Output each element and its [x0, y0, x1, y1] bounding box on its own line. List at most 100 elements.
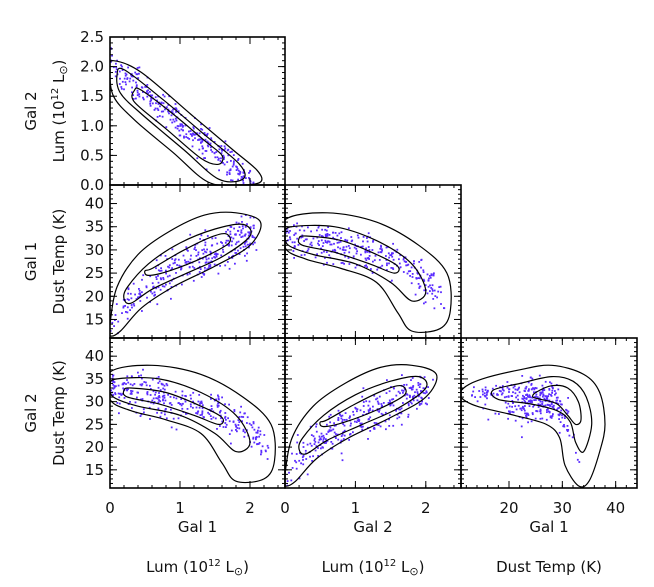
scatter-point	[332, 231, 335, 234]
scatter-point	[230, 226, 233, 228]
scatter-point	[195, 133, 197, 136]
scatter-point	[149, 384, 151, 387]
scatter-point	[337, 438, 340, 441]
scatter-point	[495, 384, 497, 387]
scatter-point	[229, 233, 232, 236]
scatter-point	[528, 394, 531, 397]
scatter-point	[356, 408, 359, 411]
scatter-point	[253, 224, 255, 227]
scatter-point	[189, 261, 191, 264]
scatter-point	[474, 396, 476, 398]
scatter-point	[210, 149, 212, 151]
scatter-point	[226, 161, 229, 163]
scatter-point	[197, 251, 200, 254]
scatter-point	[122, 382, 125, 385]
scatter-point	[112, 394, 115, 396]
scatter-point	[398, 416, 401, 419]
scatter-point	[320, 438, 322, 441]
scatter-point	[217, 402, 219, 405]
scatter-point	[433, 272, 435, 275]
scatter-point	[249, 231, 251, 234]
scatter-point	[252, 437, 255, 440]
scatter-point	[391, 252, 393, 255]
scatter-point	[520, 425, 523, 428]
scatter-point	[403, 257, 405, 259]
x-axis-group-label: Gal 1	[178, 518, 217, 536]
scatter-point	[289, 238, 292, 241]
scatter-point	[160, 269, 163, 272]
scatter-point	[219, 425, 221, 427]
scatter-point	[132, 282, 135, 285]
scatter-point	[409, 396, 411, 398]
scatter-point	[390, 254, 393, 256]
scatter-point	[346, 240, 348, 243]
scatter-point	[190, 397, 192, 400]
scatter-point	[403, 388, 406, 391]
scatter-point	[207, 261, 210, 264]
scatter-point	[369, 407, 371, 410]
scatter-point	[571, 436, 574, 439]
scatter-point	[140, 374, 142, 377]
scatter-point	[386, 264, 388, 267]
scatter-point	[220, 157, 222, 160]
scatter-point	[391, 279, 393, 282]
scatter-point	[251, 234, 254, 237]
scatter-point	[202, 147, 204, 150]
scatter-point	[156, 397, 159, 400]
scatter-point	[200, 128, 202, 130]
scatter-point	[541, 401, 544, 403]
scatter-point	[240, 176, 243, 178]
scatter-point	[230, 160, 232, 162]
scatter-point	[153, 294, 156, 297]
scatter-point	[245, 177, 247, 179]
scatter-point	[190, 133, 193, 136]
x-tick-label: 20	[499, 499, 518, 517]
scatter-point	[325, 251, 328, 253]
scatter-point	[193, 133, 196, 136]
scatter-point	[243, 435, 246, 438]
scatter-point	[418, 277, 421, 280]
scatter-point	[508, 405, 511, 408]
scatter-point	[235, 252, 238, 254]
scatter-point	[237, 169, 240, 172]
scatter-point	[132, 75, 134, 78]
scatter-point	[524, 405, 526, 407]
scatter-point	[151, 378, 154, 381]
contour-inner	[319, 384, 407, 428]
scatter-point	[407, 402, 410, 405]
scatter-point	[170, 404, 173, 406]
panel-ticks	[109, 184, 285, 339]
scatter-point	[126, 375, 129, 378]
scatter-point	[139, 292, 141, 295]
scatter-point	[333, 431, 336, 434]
scatter-point	[360, 422, 363, 425]
scatter-point	[299, 452, 301, 454]
scatter-point	[151, 292, 154, 295]
scatter-point	[547, 410, 550, 413]
scatter-point	[232, 162, 235, 164]
scatter-point	[252, 421, 255, 423]
scatter-point	[156, 411, 158, 414]
scatter-point	[203, 273, 205, 276]
scatter-point	[298, 229, 301, 232]
scatter-point	[249, 216, 252, 219]
scatter-point	[177, 417, 180, 420]
scatter-point	[356, 410, 358, 413]
scatter-point	[240, 215, 243, 218]
scatter-point	[236, 427, 239, 429]
scatter-point	[354, 406, 357, 409]
scatter-point	[182, 402, 184, 405]
scatter-point	[398, 408, 400, 411]
scatter-point	[525, 398, 528, 400]
scatter-point	[134, 293, 136, 296]
scatter-point	[128, 299, 130, 301]
scatter-point	[121, 312, 123, 314]
scatter-point	[213, 399, 216, 402]
scatter-point	[317, 226, 320, 229]
y-tick-label: 1.0	[80, 117, 104, 135]
scatter-point	[320, 432, 323, 435]
scatter-point	[200, 142, 202, 144]
scatter-point	[163, 384, 166, 387]
scatter-point	[362, 387, 365, 390]
scatter-point	[201, 139, 204, 142]
